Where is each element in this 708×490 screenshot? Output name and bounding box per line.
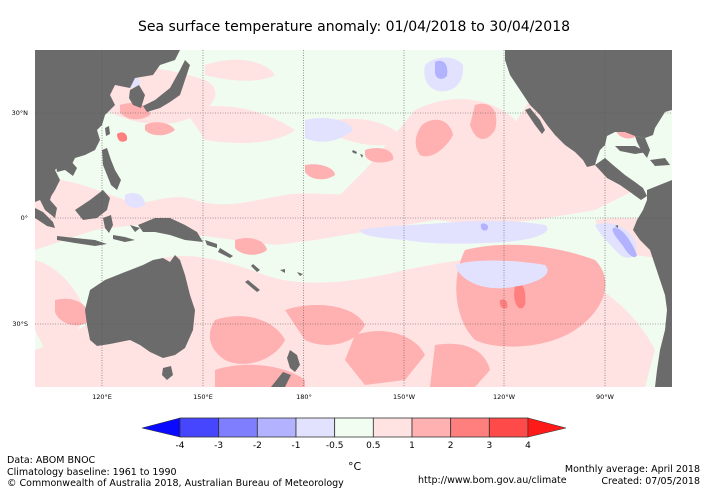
- sst-anomaly-map: [35, 50, 672, 387]
- land-new-zealand: [287, 350, 300, 372]
- lon-label-120w: 120°W: [492, 393, 516, 401]
- colorbar-box: [218, 417, 258, 438]
- colorbar-tick-label: 1: [409, 441, 415, 451]
- colorbar-box: [450, 417, 490, 438]
- copyright: © Commonwealth of Australia 2018, Austra…: [7, 478, 344, 489]
- colorbar-box: [334, 417, 374, 438]
- map-title: Sea surface temperature anomaly: 01/04/2…: [137, 19, 571, 35]
- anomaly-layer-light-blue: [120, 57, 637, 289]
- footer-left: Data: ABOM BNOC Climatology baseline: 19…: [7, 455, 344, 490]
- land-philippines: [102, 148, 121, 190]
- colorbar-box: [411, 417, 452, 438]
- land-baja: [525, 108, 545, 134]
- land-australia: [85, 255, 195, 358]
- colorbar-tick-label: -4: [175, 441, 185, 451]
- lat-label-30n: 30°N: [11, 109, 28, 117]
- land-new-guinea: [138, 218, 203, 242]
- data-source: Data: ABOM BNOC: [7, 455, 96, 466]
- land-tasmania: [162, 366, 173, 380]
- colorbar-tick-label: -2: [252, 441, 262, 451]
- lon-label-150w: 150°W: [392, 393, 416, 401]
- colorbar-tick-label: 3: [486, 441, 493, 451]
- lon-label-120e: 120°E: [92, 393, 112, 401]
- colorbar-box: [488, 417, 529, 438]
- land-borneo: [75, 190, 110, 220]
- colorbar: [141, 417, 567, 438]
- gridlines: [35, 50, 672, 387]
- colorbar-tick-label: -1: [291, 441, 301, 451]
- colorbar-box: [256, 417, 297, 438]
- lat-label-equator: 0°: [20, 214, 28, 222]
- land-japan: [143, 60, 190, 112]
- colorbar-tick-label: -0.5: [325, 441, 344, 451]
- lon-label-90w: 90°W: [596, 393, 614, 401]
- colorbar-tick-label: 0.5: [366, 441, 381, 451]
- colorbar-tick-label: -3: [214, 441, 224, 451]
- colorbar-box: [295, 417, 336, 438]
- land-south-america: [633, 180, 672, 387]
- climatology-baseline: Climatology baseline: 1961 to 1990: [7, 466, 177, 478]
- land-north-america: [505, 50, 672, 167]
- colorbar-boxes: [179, 417, 529, 438]
- lat-label-30s: 30°S: [12, 320, 28, 328]
- lon-label-150e: 150°E: [193, 393, 213, 401]
- footer-right: Monthly average: April 2018 Created: 07/…: [565, 464, 700, 487]
- land-korea: [129, 85, 145, 108]
- colorbar-arrow-high: [527, 417, 567, 438]
- colorbar-box: [179, 417, 220, 438]
- colorbar-tick-label: 4: [525, 441, 531, 451]
- created-date: Created: 07/05/2018: [601, 475, 700, 487]
- lon-label-180: 180°: [296, 393, 312, 401]
- colorbar-arrow-low: [141, 417, 181, 438]
- colorbar-unit: °C: [348, 460, 362, 473]
- monthly-average: Monthly average: April 2018: [564, 464, 700, 475]
- colorbar-tick-label: 2: [447, 441, 454, 451]
- anomaly-layer-blue: [434, 60, 637, 258]
- land-layer: [35, 50, 672, 387]
- colorbar-box: [372, 417, 413, 438]
- land-central-america: [595, 158, 647, 200]
- source-url[interactable]: http://www.bom.gov.au/climate: [418, 475, 567, 486]
- land-indochina: [35, 180, 57, 218]
